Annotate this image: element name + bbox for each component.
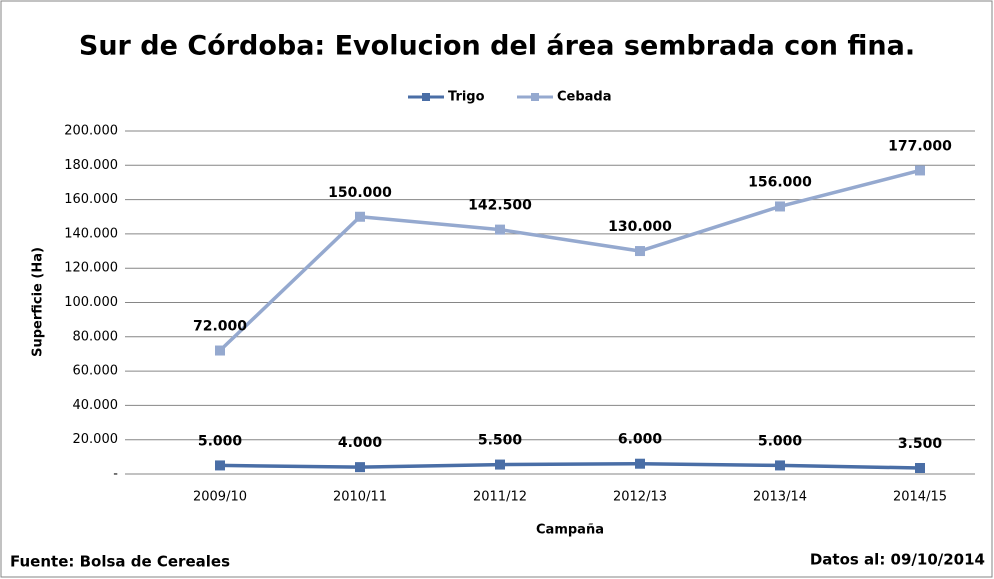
point: [355, 462, 365, 473]
point: [635, 458, 645, 469]
point: [635, 246, 645, 257]
y-tick-label: 120.000: [64, 261, 118, 276]
series-line: [219, 461, 921, 470]
data-label: 5.000: [758, 433, 803, 449]
y-tick-label: 140.000: [64, 226, 118, 241]
legend-label: Cebada: [557, 90, 612, 105]
x-tick-label: 2014/15: [893, 490, 947, 505]
y-tick-label: 40.000: [73, 398, 119, 413]
point: [915, 165, 925, 176]
point: [215, 345, 225, 356]
y-tick-label: 20.000: [73, 432, 119, 447]
x-tick-label: 2011/12: [473, 490, 527, 505]
x-tick-label: 2009/10: [193, 490, 247, 505]
data-label: 3.500: [898, 436, 943, 452]
data-label: 142.500: [468, 198, 532, 214]
x-tick-label: 2012/13: [613, 490, 667, 505]
point: [355, 211, 365, 222]
x-axis-label: Campaña: [536, 523, 604, 538]
y-tick-label: -: [113, 467, 118, 482]
data-label: 130.000: [608, 219, 672, 235]
data-label: 5.000: [198, 433, 243, 449]
chart-title: Sur de Córdoba: Evolucion del área sembr…: [79, 31, 915, 62]
y-tick-label: 80.000: [73, 329, 119, 344]
y-tick-label: 60.000: [73, 364, 119, 379]
x-tick-label: 2013/14: [753, 490, 807, 505]
point: [215, 460, 225, 471]
point: [915, 462, 925, 473]
source-note: Fuente: Bolsa de Cereales: [10, 553, 230, 571]
legend-marker: [422, 93, 430, 101]
data-label: 150.000: [328, 185, 392, 201]
series-line: [218, 168, 921, 352]
point: [495, 459, 505, 470]
data-label: 5.500: [478, 433, 523, 449]
point: [775, 460, 785, 471]
data-label: 177.000: [888, 138, 952, 154]
date-note: Datos al: 09/10/2014: [810, 551, 985, 569]
data-label: 6.000: [618, 432, 663, 448]
point: [495, 224, 505, 235]
data-label: 72.000: [193, 319, 247, 335]
y-tick-label: 200.000: [64, 124, 118, 139]
data-label: 156.000: [748, 174, 812, 190]
y-tick-label: 100.000: [64, 295, 118, 310]
x-tick-label: 2010/11: [333, 490, 387, 505]
y-tick-label: 160.000: [64, 192, 118, 207]
y-tick-label: 180.000: [64, 158, 118, 173]
point: [775, 201, 785, 212]
legend-label: Trigo: [448, 90, 485, 105]
y-axis-label: Superficie (Ha): [31, 247, 46, 357]
legend-marker: [531, 93, 539, 101]
data-label: 4.000: [338, 435, 383, 451]
